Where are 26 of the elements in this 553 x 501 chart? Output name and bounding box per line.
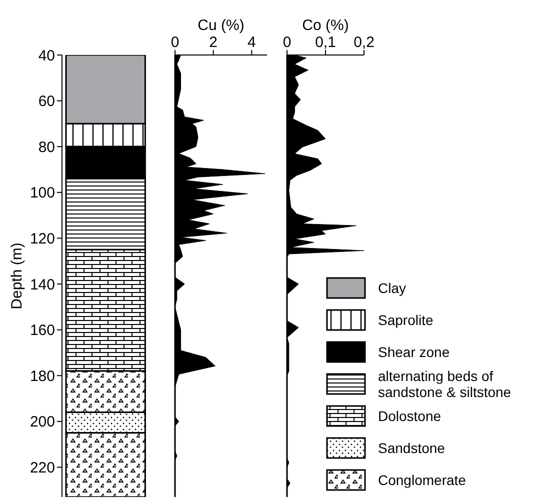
legend-label: Dolostone xyxy=(378,408,442,424)
y-tick-label: 200 xyxy=(30,414,55,431)
legend-label: alternating beds of sandstone & siltstone xyxy=(378,368,512,400)
y-tick-label: 100 xyxy=(30,184,55,202)
x-tick-label: 0 xyxy=(170,34,180,51)
y-tick-label: 180 xyxy=(30,368,55,385)
y-tick-label: 80 xyxy=(38,138,55,156)
y-axis-title: Depth (m) xyxy=(8,242,26,310)
y-tick-label: 40 xyxy=(38,47,55,64)
y-tick-label: 160 xyxy=(30,322,55,340)
legend-label: Saprolite xyxy=(378,312,434,328)
x-tick-label: 0,1 xyxy=(315,34,336,51)
y-tick-label: 220 xyxy=(30,460,55,477)
x-tick-label: 0 xyxy=(282,34,292,51)
legend-label: Sandstone xyxy=(378,440,445,456)
y-tick-label: 140 xyxy=(30,276,55,294)
legend-label: Conglomerate xyxy=(378,472,466,488)
x-tick-label: 0,2 xyxy=(354,34,374,51)
legend-label: Shear zone xyxy=(378,344,450,360)
x-tick-label: 2 xyxy=(209,34,218,51)
x-tick-label: 4 xyxy=(247,34,256,51)
y-tick-label: 60 xyxy=(38,93,55,110)
y-tick-label: 120 xyxy=(30,230,55,248)
x-axis-title: Cu (%) xyxy=(198,17,244,34)
legend-label: Clay xyxy=(378,280,406,296)
x-axis-title: Co (%) xyxy=(302,17,349,34)
